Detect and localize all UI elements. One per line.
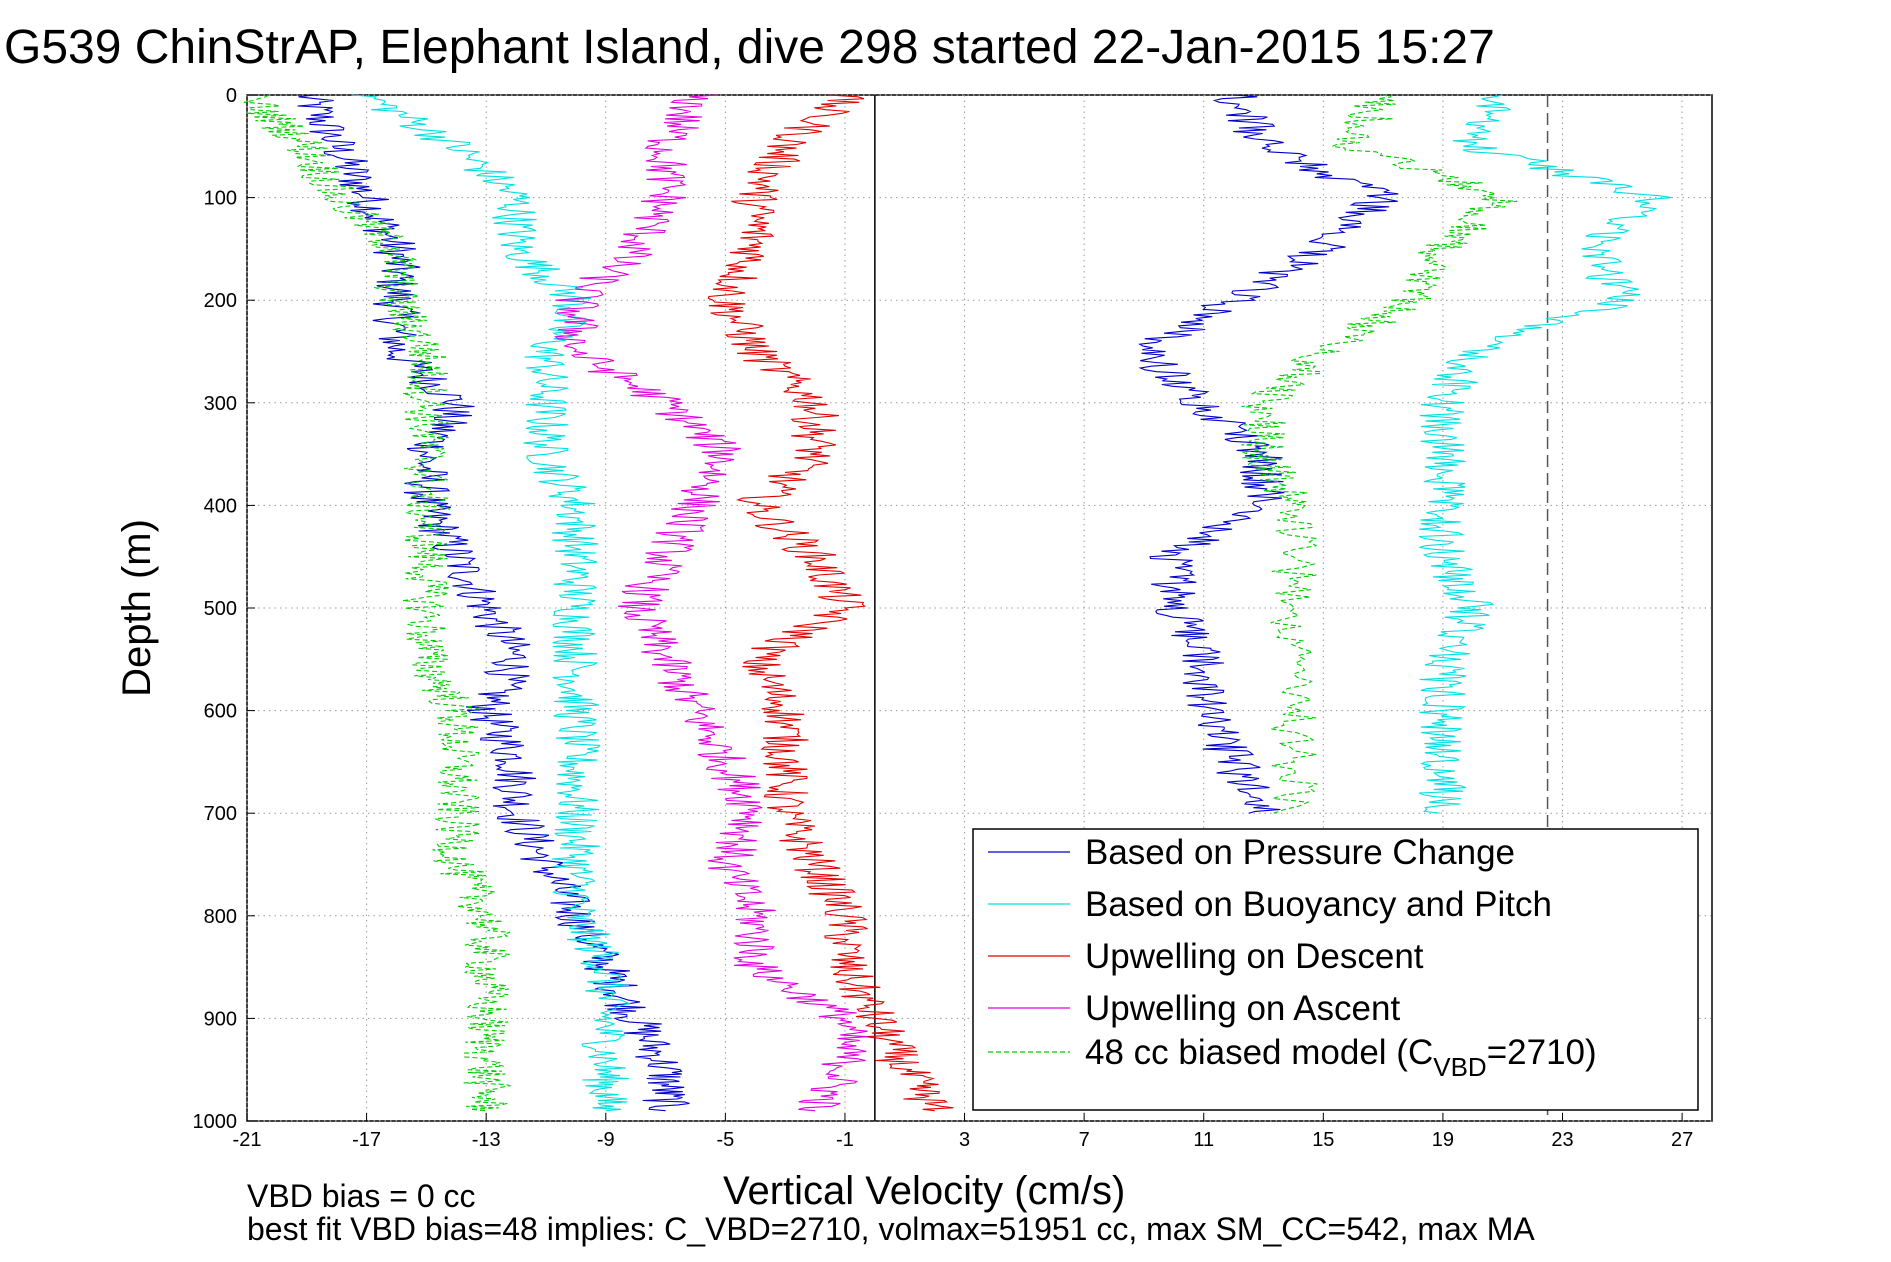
series-line [243, 94, 512, 1112]
x-tick-label: 3 [959, 1129, 970, 1151]
y-tick-label: 0 [226, 85, 237, 107]
series-line [1418, 94, 1672, 814]
legend-label: Upwelling on Descent [1085, 937, 1424, 976]
y-tick-label: 300 [204, 393, 237, 415]
y-tick-label: 900 [204, 1008, 237, 1030]
x-tick-label: 27 [1671, 1129, 1693, 1151]
series-line [553, 94, 868, 1112]
x-tick-label: -1 [836, 1129, 854, 1151]
legend-label-end: =2710) [1487, 1033, 1597, 1072]
y-tick-label: 800 [204, 906, 237, 928]
y-tick-label: 200 [204, 290, 237, 312]
legend-label-sub: VBD [1433, 1052, 1486, 1082]
x-tick-label: -5 [716, 1129, 734, 1151]
series-line [1138, 94, 1399, 814]
series-layer [243, 94, 1672, 1112]
footer-line-2: best fit VBD bias=48 implies: C_VBD=2710… [247, 1211, 1535, 1247]
x-tick-label: -21 [233, 1129, 262, 1151]
legend-items: Based on Pressure Change Based on Buoyanc… [988, 833, 1597, 1082]
series-line [1241, 94, 1518, 814]
x-tick-label: 11 [1193, 1129, 1214, 1151]
y-tick-label: 1000 [193, 1111, 238, 1133]
y-tick-label: 700 [204, 803, 237, 825]
x-axis-title: Vertical Velocity (cm/s) [723, 1169, 1125, 1213]
y-axis-title: Depth (m) [115, 519, 159, 697]
y-tick-label: 600 [204, 701, 237, 723]
footer-line-1: VBD bias = 0 cc [247, 1178, 476, 1214]
x-tick-label: 7 [1079, 1129, 1090, 1151]
x-tick-label: 23 [1551, 1129, 1573, 1151]
tick-layer: -21 -17 -13 -9 -5 -1 3 7 11 15 19 23 270100200300400… [193, 85, 1694, 1151]
series-line [707, 94, 954, 1112]
y-tick-label: 100 [204, 188, 237, 210]
legend-label: Based on Buoyancy and Pitch [1085, 885, 1552, 924]
legend-label-main: 48 cc biased model (C [1085, 1033, 1433, 1072]
x-tick-label: -9 [597, 1129, 615, 1151]
x-tick-label: 19 [1432, 1129, 1454, 1151]
legend-box [972, 828, 1699, 1111]
legend-label: Upwelling on Ascent [1085, 989, 1400, 1028]
y-tick-label: 400 [204, 495, 237, 517]
chart-title: G539 ChinStrAP, Elephant Island, dive 29… [4, 21, 1495, 74]
x-tick-label: -17 [352, 1129, 381, 1151]
legend: Based on Pressure Change Based on Buoyanc… [972, 828, 1699, 1111]
legend-label: Based on Pressure Change [1085, 833, 1515, 872]
legend-label: 48 cc biased model (CVBD=2710) [1085, 1033, 1597, 1082]
y-tick-label: 500 [204, 598, 237, 620]
series-line [351, 94, 632, 1112]
x-tick-label: 15 [1312, 1129, 1334, 1151]
x-tick-label: -13 [472, 1129, 501, 1151]
series-line [297, 94, 690, 1112]
